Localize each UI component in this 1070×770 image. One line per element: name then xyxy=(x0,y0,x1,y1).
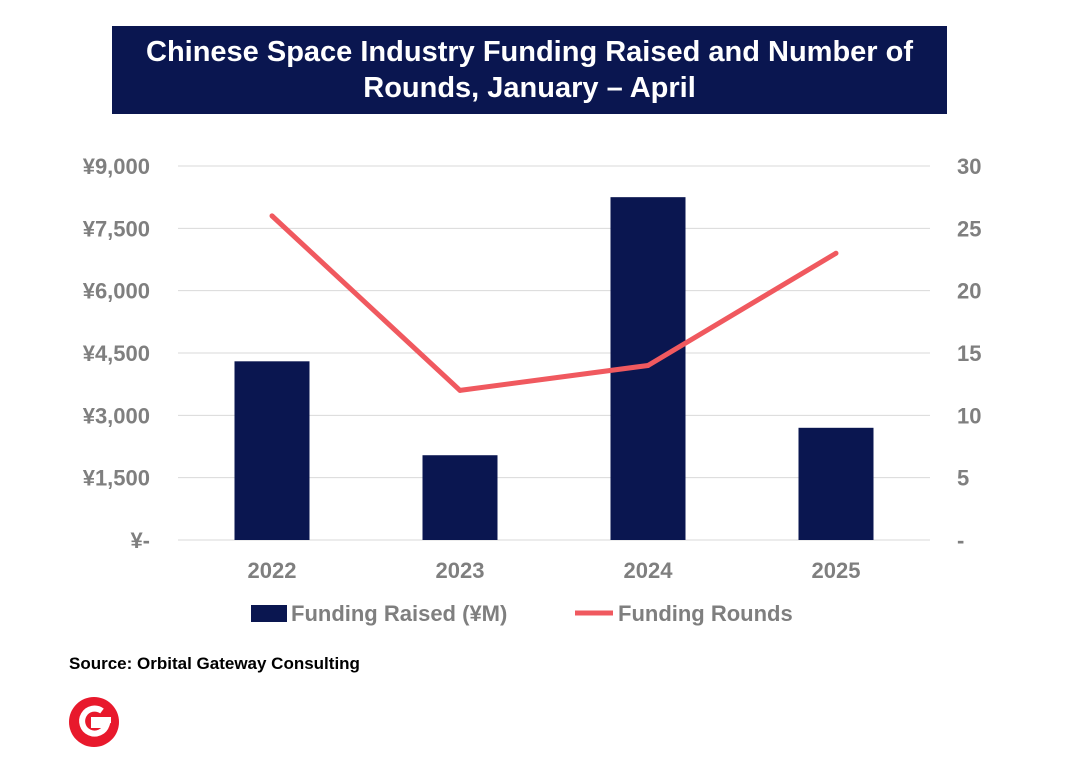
line-series xyxy=(269,213,839,393)
x-axis-tick-label: 2022 xyxy=(248,558,297,583)
left-axis-ticks: ¥- ¥1,500 ¥3,000 ¥4,500 ¥6,000 ¥7,500 ¥9,000 xyxy=(83,154,150,553)
legend-line-label: Funding Rounds xyxy=(618,601,793,626)
left-axis-tick-label: ¥1,500 xyxy=(83,466,150,491)
legend: Funding Raised (¥M) Funding Rounds xyxy=(251,601,793,626)
funding-rounds-point xyxy=(645,362,651,368)
combo-chart: ¥- ¥1,500 ¥3,000 ¥4,500 ¥6,000 ¥7,500 ¥9,000 -… xyxy=(83,154,982,626)
x-axis-tick-label: 2023 xyxy=(436,558,485,583)
left-axis-tick-label: ¥3,000 xyxy=(83,403,150,428)
right-axis-tick-label: 10 xyxy=(957,403,981,428)
funding-bar xyxy=(234,361,310,540)
right-axis-tick-label: 15 xyxy=(957,341,981,366)
right-axis-ticks: - 5 10 15 20 25 30 xyxy=(957,154,981,553)
funding-rounds-point xyxy=(833,250,839,256)
left-axis-tick-label: ¥6,000 xyxy=(83,279,150,304)
chart-title: Chinese Space Industry Funding Raised an… xyxy=(146,36,913,104)
x-axis-tick-label: 2025 xyxy=(812,558,861,583)
x-axis-tick-label: 2024 xyxy=(624,558,674,583)
orbital-gateway-logo-icon xyxy=(69,697,119,747)
right-axis-tick-label: 30 xyxy=(957,154,981,179)
legend-bar-label: Funding Raised (¥M) xyxy=(291,601,507,626)
source-note: Source: Orbital Gateway Consulting xyxy=(69,654,360,673)
funding-rounds-line xyxy=(270,214,838,393)
right-axis-tick-label: 5 xyxy=(957,466,969,491)
chart-title-banner: Chinese Space Industry Funding Raised an… xyxy=(112,26,947,114)
funding-bar xyxy=(798,427,874,540)
left-axis-tick-label: ¥7,500 xyxy=(83,216,150,241)
left-axis-tick-label: ¥9,000 xyxy=(83,154,150,179)
x-axis-ticks: 2022 2023 2024 2025 xyxy=(248,558,861,583)
funding-rounds-point xyxy=(269,213,275,219)
legend-bar-swatch xyxy=(251,605,287,622)
bar-series xyxy=(234,197,874,540)
funding-rounds-point xyxy=(457,387,463,393)
right-axis-tick-label: - xyxy=(957,528,964,553)
right-axis-tick-label: 20 xyxy=(957,279,981,304)
left-axis-tick-label: ¥4,500 xyxy=(83,341,150,366)
right-axis-tick-label: 25 xyxy=(957,216,981,241)
funding-bar xyxy=(422,455,498,540)
left-axis-tick-label: ¥- xyxy=(130,528,150,553)
